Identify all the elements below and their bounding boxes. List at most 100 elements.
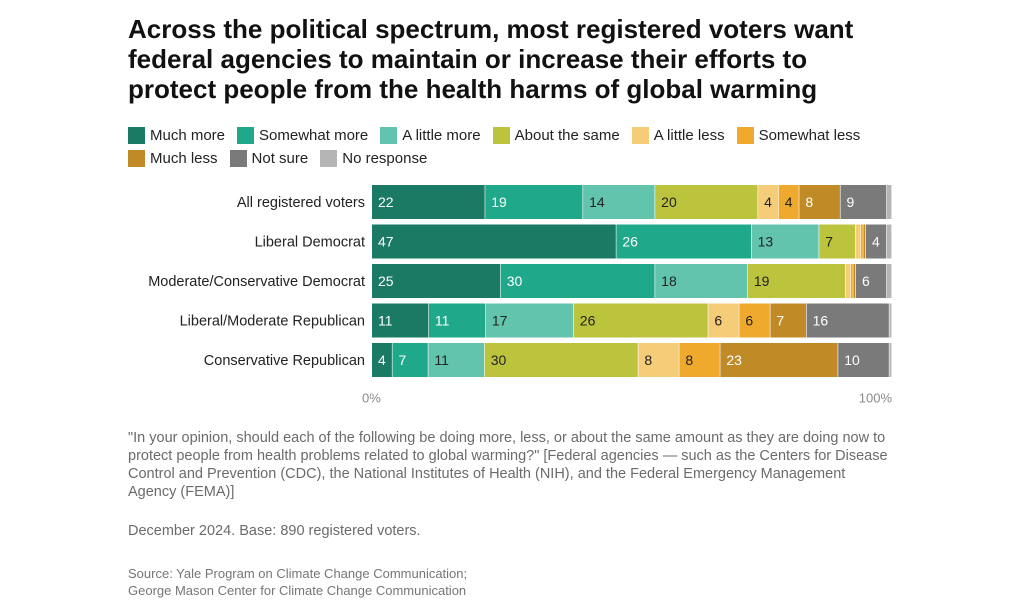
legend-label: Not sure xyxy=(251,150,309,167)
bar-segment-somewhat-more xyxy=(392,343,428,377)
legend-label: Much less xyxy=(150,150,218,167)
bar-segment-a-little-less xyxy=(758,185,779,219)
data-label: 19 xyxy=(491,194,507,210)
legend-label: Somewhat more xyxy=(259,127,369,144)
bar-segment-somewhat-less xyxy=(778,185,799,219)
data-label: 4 xyxy=(764,194,772,210)
data-label: 13 xyxy=(758,234,774,250)
data-label: 4 xyxy=(785,194,793,210)
bar-segment-much-less xyxy=(799,185,840,219)
chart-title: Across the political spectrum, most regi… xyxy=(128,14,854,104)
legend-label: No response xyxy=(342,150,428,167)
source-note: Source: Yale Program on Climate Change C… xyxy=(128,565,888,599)
legend-swatch xyxy=(736,127,754,144)
bar-segment-not-sure xyxy=(866,224,887,259)
legend-swatch xyxy=(128,127,145,144)
survey-question: "In your opinion, should each of the fol… xyxy=(128,430,888,500)
data-label: 47 xyxy=(378,234,394,250)
survey-base: December 2024. Base: 890 registered vote… xyxy=(128,523,421,539)
legend-swatch xyxy=(128,150,145,167)
bar-segment-a-little-more xyxy=(751,224,819,259)
bar-segment-somewhat-more xyxy=(428,303,486,338)
bar-segment-much-more xyxy=(372,224,616,259)
x-tick-label: 0% xyxy=(362,391,381,406)
bar-segment-a-little-less xyxy=(638,343,679,377)
bar-segment-somewhat-less xyxy=(679,343,720,377)
bar-segment-about-the-same xyxy=(655,185,758,219)
data-label: 11 xyxy=(378,313,393,329)
bar-segment-much-less xyxy=(853,264,856,298)
data-label: 4 xyxy=(378,352,386,368)
legend-label: Much more xyxy=(150,127,226,144)
data-label: 6 xyxy=(714,313,722,329)
data-label: 7 xyxy=(398,352,406,368)
category-label: Moderate/Conservative Democrat xyxy=(148,274,365,290)
bar-segment-somewhat-more xyxy=(616,224,751,259)
bar-segment-no-response xyxy=(889,343,892,377)
category-label: Conservative Republican xyxy=(204,353,365,369)
legend-item-much-less: Much less xyxy=(128,150,218,167)
legend-swatch xyxy=(631,127,649,144)
data-label: 10 xyxy=(844,352,860,368)
data-label: 14 xyxy=(589,194,605,210)
bar-segment-a-little-more xyxy=(428,343,485,377)
bar-segment-somewhat-more xyxy=(500,264,655,298)
bar-segment-much-less xyxy=(720,343,838,377)
legend-label: About the same xyxy=(514,127,620,144)
bar-segment-about-the-same xyxy=(747,264,846,298)
data-label: 30 xyxy=(507,273,523,289)
bar-segment-no-response xyxy=(886,264,892,298)
data-label: 7 xyxy=(825,234,833,250)
legend-item-a-little-less: A little less xyxy=(631,127,725,144)
data-label: 8 xyxy=(805,194,813,210)
category-label: All registered voters xyxy=(237,195,365,211)
bar-segment-much-more xyxy=(372,264,501,298)
bar-segment-somewhat-less xyxy=(860,224,863,259)
legend-swatch xyxy=(229,150,247,167)
legend-item-not-sure: Not sure xyxy=(229,150,309,167)
legend-item-somewhat-less: Somewhat less xyxy=(736,127,861,144)
bar-segment-a-little-less xyxy=(855,224,861,259)
bar-segment-about-the-same xyxy=(484,343,638,377)
data-label: 19 xyxy=(754,273,770,289)
bar-segment-about-the-same xyxy=(573,303,708,338)
legend-label: A little more xyxy=(402,127,481,144)
data-label: 11 xyxy=(434,352,449,368)
source-line-1: Source: Yale Program on Climate Change C… xyxy=(128,566,468,581)
legend-item-no-response: No response xyxy=(320,150,427,167)
legend-swatch xyxy=(380,127,398,144)
bar-segment-a-little-less xyxy=(845,264,851,298)
legend-item-about-the-same: About the same xyxy=(492,127,620,144)
data-label: 16 xyxy=(813,313,829,329)
bar-segment-much-more xyxy=(372,343,392,377)
bar-segment-somewhat-less xyxy=(850,264,853,298)
legend-item-a-little-more: A little more xyxy=(380,127,481,144)
bar-segment-about-the-same xyxy=(819,224,855,259)
data-label: 23 xyxy=(726,352,742,368)
bar-segment-a-little-more xyxy=(655,264,748,298)
bar-segment-no-response xyxy=(886,224,892,259)
data-label: 26 xyxy=(580,313,596,329)
data-label: 17 xyxy=(492,313,508,329)
bar-segment-not-sure xyxy=(840,185,887,219)
bar-segment-much-less xyxy=(863,224,866,259)
data-label: 30 xyxy=(491,352,507,368)
data-label: 25 xyxy=(378,273,394,289)
data-label: 7 xyxy=(776,313,784,329)
legend-swatch xyxy=(237,127,255,144)
bar-segment-much-more xyxy=(372,185,485,219)
chart-legend: Much more Somewhat more A little more About… xyxy=(128,127,908,167)
legend-label: Somewhat less xyxy=(758,127,861,144)
bar-segment-not-sure xyxy=(855,264,887,298)
category-label: Liberal Democrat xyxy=(255,235,365,251)
data-label: 11 xyxy=(435,313,450,329)
stacked-bar-chart: All registered voters 22 19 14 20 4 4 8 9Liberal… xyxy=(148,185,892,406)
data-label: 6 xyxy=(745,313,753,329)
data-label: 8 xyxy=(644,352,652,368)
data-label: 22 xyxy=(378,194,394,210)
bar-segment-not-sure xyxy=(806,303,889,338)
bar-segment-somewhat-less xyxy=(739,303,770,338)
legend-swatch xyxy=(320,150,338,167)
data-label: 4 xyxy=(872,234,880,250)
legend-item-somewhat-more: Somewhat more xyxy=(237,127,368,144)
